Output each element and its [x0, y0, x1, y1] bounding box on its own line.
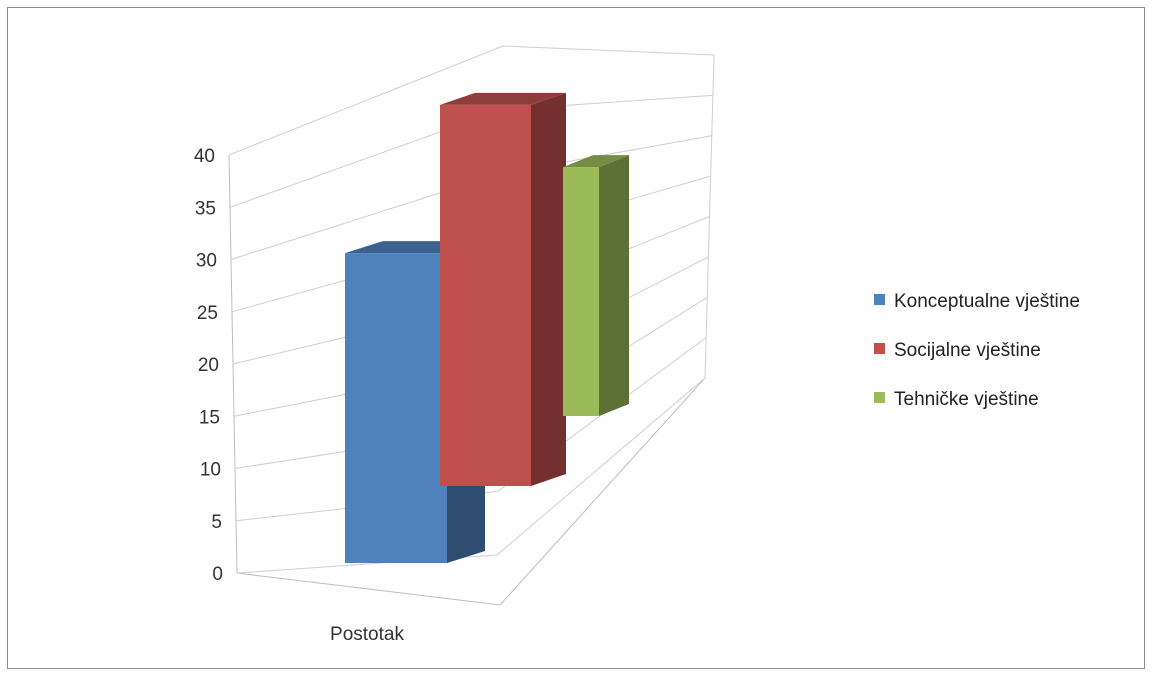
x-axis-category-labels: Postotak [330, 624, 404, 645]
legend-label: Socijalne vještine [894, 340, 1041, 361]
y-tick-label: 10 [200, 460, 221, 481]
bar [563, 155, 629, 416]
legend-swatch [874, 392, 885, 403]
legend: Konceptualne vještine Socijalne vještine T… [874, 291, 1080, 410]
y-tick-label: 25 [197, 303, 218, 324]
bar-side-face [599, 155, 629, 416]
floor-outline [236, 377, 706, 606]
bar-top-face [563, 155, 629, 168]
gridline [228, 45, 715, 156]
y-tick-label: 0 [212, 564, 223, 585]
y-tick-label: 15 [199, 407, 220, 428]
bar-front-face [345, 253, 447, 563]
bars [345, 92, 629, 563]
gridline [235, 337, 707, 522]
legend-label: Tehničke vještine [894, 389, 1039, 410]
gridline [236, 377, 706, 574]
y-tick-label: 35 [195, 198, 216, 219]
bar-front-face [440, 104, 531, 487]
legend-item: Tehničke vještine [874, 389, 1039, 410]
legend-item: Konceptualne vještine [874, 291, 1080, 312]
bar-side-face [531, 92, 566, 487]
x-category-label: Postotak [330, 624, 404, 645]
legend-item: Socijalne vještine [874, 340, 1041, 361]
bar-top-face [440, 92, 566, 105]
legend-swatch [874, 343, 885, 354]
legend-label: Konceptualne vještine [894, 291, 1080, 312]
y-tick-label: 40 [194, 146, 215, 167]
y-tick-label: 20 [198, 355, 219, 376]
y-tick-label: 30 [196, 251, 217, 272]
y-tick-label: 5 [211, 512, 222, 533]
bar-front-face [563, 167, 599, 416]
y-axis-tick-labels: 0 5 10 15 20 25 30 35 40 [194, 146, 223, 585]
legend-swatch [874, 294, 885, 305]
bar [440, 92, 566, 487]
